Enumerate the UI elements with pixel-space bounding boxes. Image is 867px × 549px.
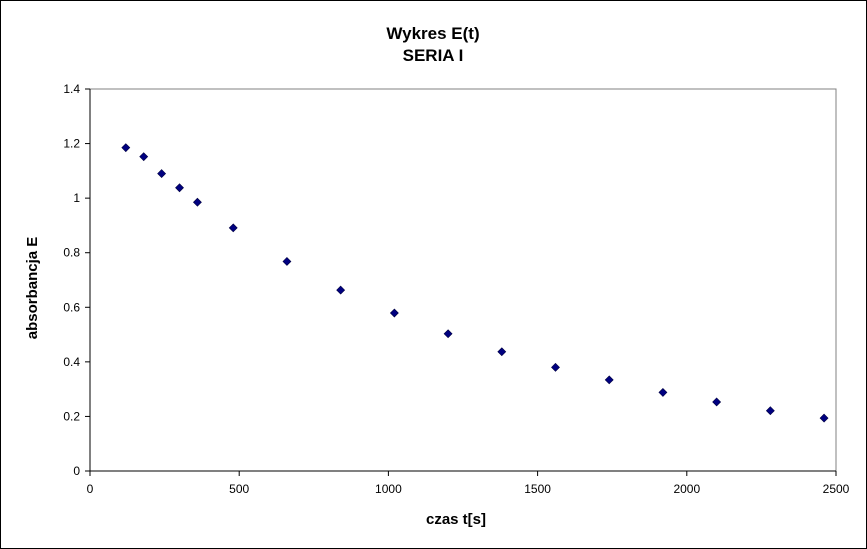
y-tick-label: 0.8: [63, 246, 80, 260]
data-point: [712, 397, 722, 407]
data-point: [175, 183, 184, 193]
data-point: [765, 406, 775, 416]
x-tick-label: 1000: [375, 482, 402, 496]
y-tick-label: 0.4: [63, 355, 80, 369]
x-tick-label: 2500: [823, 482, 850, 496]
data-point: [551, 362, 560, 372]
chart-title: Wykres E(t): [386, 24, 479, 43]
data-point: [192, 197, 202, 207]
data-points: [121, 143, 829, 423]
plot-area: [89, 88, 837, 472]
x-axis: 0 500 1000 1500 2000 2500: [87, 470, 850, 496]
x-tick-label: 500: [229, 482, 249, 496]
data-point: [282, 257, 292, 266]
data-point: [157, 169, 167, 179]
chart-subtitle: SERIA I: [403, 46, 464, 65]
y-axis: 0 0.2 0.4 0.6 0.8 1 1.2 1.4: [63, 82, 91, 478]
y-axis-title: absorbancja E: [24, 237, 41, 340]
y-tick-label: 1.4: [63, 82, 80, 96]
data-point: [819, 413, 829, 423]
data-point: [336, 285, 346, 295]
x-axis-title: czas t[s]: [426, 511, 486, 528]
y-tick-label: 1: [73, 191, 80, 205]
data-point: [121, 143, 131, 153]
x-tick-label: 0: [87, 482, 94, 496]
data-point: [443, 329, 453, 339]
data-point: [658, 387, 668, 397]
data-point: [604, 375, 614, 385]
data-point: [497, 347, 507, 357]
x-tick-label: 2000: [673, 482, 700, 496]
y-tick-label: 0: [73, 464, 80, 478]
y-tick-label: 1.2: [63, 137, 80, 151]
data-point: [389, 308, 399, 318]
y-tick-label: 0.2: [63, 409, 80, 423]
data-point: [139, 152, 149, 162]
y-tick-label: 0.6: [63, 300, 80, 314]
x-tick-label: 1500: [524, 482, 551, 496]
data-point: [228, 223, 238, 233]
